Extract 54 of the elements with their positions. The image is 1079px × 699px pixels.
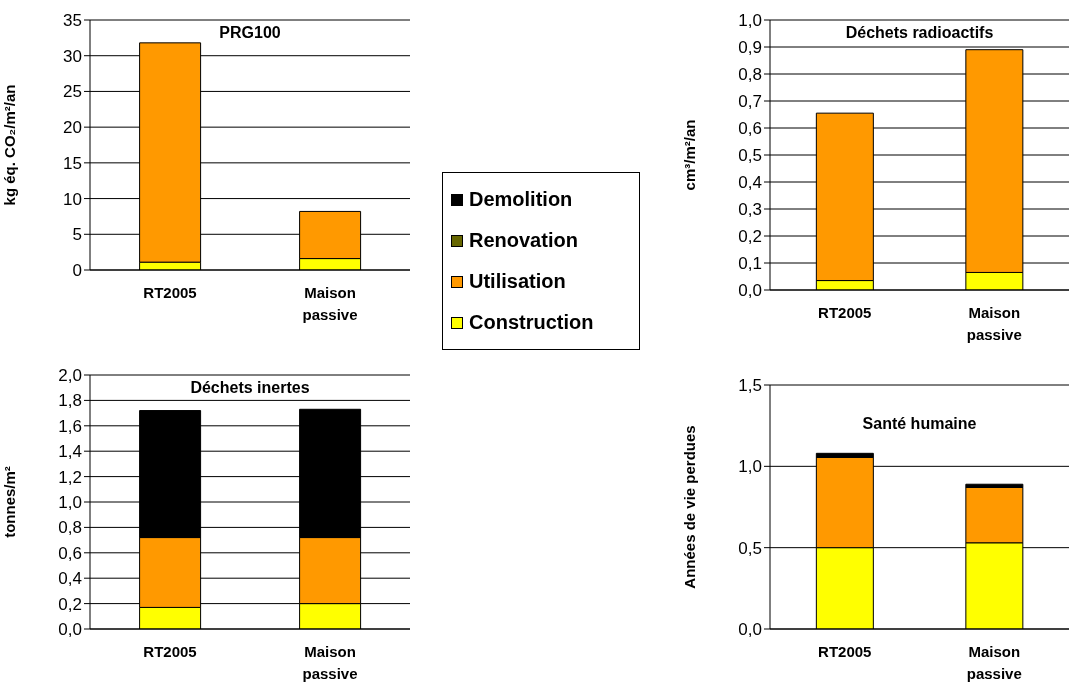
y-tick-label: 0,0	[738, 281, 762, 301]
y-tick-label: 2,0	[58, 366, 82, 386]
y-tick-label: 0,7	[738, 92, 762, 112]
y-tick-label: 0,9	[738, 38, 762, 58]
x-tick-label: Maison passive	[302, 643, 358, 682]
y-axis-title: Années de vie perdues	[681, 425, 699, 589]
x-tick-label: Maison passive	[966, 643, 1022, 682]
legend-label: Utilisation	[469, 270, 566, 293]
y-tick-label: 1,5	[738, 376, 762, 396]
text: Santé humaine	[858, 415, 981, 432]
y-tick-label: 1,0	[58, 493, 82, 513]
x-tick-label: Maison passive	[966, 304, 1022, 343]
y-tick-label: 1,0	[738, 11, 762, 31]
y-tick-label: 1,0	[738, 457, 762, 477]
y-tick-label: 0	[72, 261, 82, 281]
legend-label: Demolition	[469, 188, 573, 211]
y-tick-label: 1,4	[58, 442, 82, 462]
y-tick-label: 0,5	[738, 538, 762, 558]
y-tick-label: 0,2	[58, 594, 82, 614]
y-tick-label: 20	[63, 118, 82, 138]
y-tick-label: 10	[63, 189, 82, 209]
y-tick-label: 30	[63, 46, 82, 66]
y-tick-label: 0,4	[738, 173, 762, 193]
y-tick-label: 15	[63, 153, 82, 173]
y-tick-label: 0,4	[58, 569, 82, 589]
x-tick-label: RT2005	[818, 643, 872, 660]
y-axis-title: tonnes/m²	[1, 466, 19, 538]
y-tick-label: 0,2	[738, 227, 762, 247]
y-axis-title: cm³/m²/an	[681, 119, 699, 191]
y-tick-label: 1,6	[58, 416, 82, 436]
y-tick-label: 35	[63, 11, 82, 31]
x-tick-label: RT2005	[818, 304, 872, 321]
y-axis-title: kg éq. CO₂/m²/an	[1, 84, 19, 206]
chart-title: Déchets inertes	[186, 379, 314, 396]
y-tick-label: 0,1	[738, 254, 762, 274]
y-tick-label: 0,6	[738, 119, 762, 139]
y-tick-label: 25	[63, 82, 82, 102]
y-tick-label: 0,5	[738, 146, 762, 166]
x-tick-label: RT2005	[143, 643, 197, 660]
y-tick-label: 1,2	[58, 467, 82, 487]
y-tick-label: 0,8	[58, 518, 82, 538]
x-tick-label: RT2005	[143, 284, 197, 301]
legend-label: Construction	[469, 311, 594, 334]
chart-title: Déchets radioactifs	[841, 24, 998, 41]
y-tick-label: 1,8	[58, 391, 82, 411]
y-tick-label: 0,3	[738, 200, 762, 220]
x-tick-label: Maison passive	[302, 284, 358, 323]
y-tick-label: 0,6	[58, 543, 82, 563]
y-tick-label: 0,8	[738, 65, 762, 85]
chart-title: PRG100	[215, 24, 285, 41]
y-tick-label: 0,0	[738, 620, 762, 640]
y-tick-label: 5	[72, 225, 82, 245]
y-tick-label: 0,0	[58, 620, 82, 640]
legend-label: Renovation	[469, 229, 578, 252]
